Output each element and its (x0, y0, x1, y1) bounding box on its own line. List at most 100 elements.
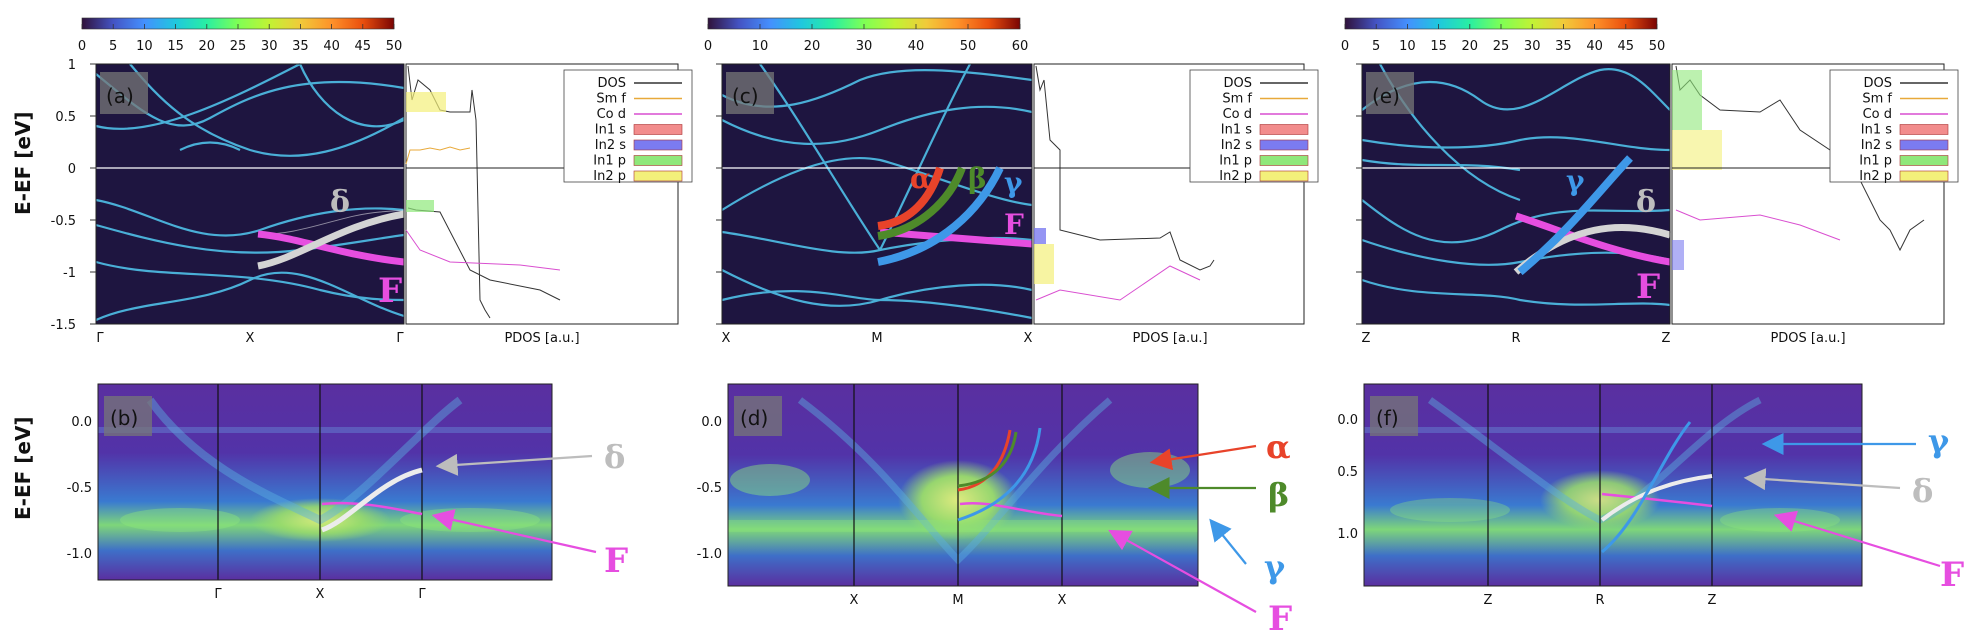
svg-text:X: X (1058, 593, 1067, 608)
gamma-label-d: γ (1264, 548, 1286, 586)
legend-entry: In2 p (1859, 169, 1892, 184)
svg-text:(a): (a) (106, 84, 134, 108)
svg-text:R: R (1595, 593, 1604, 608)
panel-b-ticks: 0.0 -0.5 -1.0 Γ X Γ (67, 415, 427, 602)
legend-entry: In2 s (1861, 138, 1892, 153)
colorbar-tick-label: 15 (1430, 39, 1447, 54)
gamma-label-e: γ (1566, 164, 1585, 197)
delta-label-b: δ (604, 438, 625, 476)
svg-text:(f): (f) (1376, 406, 1399, 430)
legend-swatch (1899, 139, 1949, 151)
band-alpha-c (877, 166, 944, 230)
legend-entry: DOS (598, 76, 627, 91)
colorbar-tick-label: 35 (292, 39, 309, 54)
legend-entry: Co d (1863, 107, 1892, 122)
gamma-label-c: γ (1004, 166, 1023, 199)
legend-swatch (1259, 155, 1309, 166)
svg-text:-1.0: -1.0 (67, 547, 92, 562)
svg-text:PDOS [a.u.]: PDOS [a.u.] (1770, 331, 1845, 346)
y-tick-label: 1 (68, 58, 76, 73)
y-tick-label: 0 (68, 162, 76, 177)
y-tick-label: 0.5 (55, 110, 76, 125)
legend-swatch (1259, 124, 1309, 135)
legend-swatch (1259, 139, 1309, 151)
svg-text:PDOS [a.u.]: PDOS [a.u.] (504, 331, 579, 346)
f-label-d: F (1268, 599, 1292, 638)
colorbar-c: 0 10 20 30 40 50 60 (704, 17, 1029, 54)
panel-f-ticks: 0.0 0.5 1.0 Z R Z (1337, 413, 1716, 608)
legend-swatch (1899, 170, 1949, 182)
svg-text:1.0: 1.0 (1337, 527, 1358, 542)
svg-text:PDOS [a.u.]: PDOS [a.u.] (1132, 331, 1207, 346)
svg-text:-1.0: -1.0 (697, 547, 722, 562)
alpha-label-d: α (1266, 428, 1291, 466)
delta-label-f: δ (1912, 472, 1933, 510)
beta-label-d: β (1268, 476, 1289, 514)
svg-text:Z: Z (1484, 593, 1493, 608)
panel-e-xticks: Z R Z PDOS [a.u.] (1362, 331, 1846, 346)
legend-entry: In1 s (1861, 123, 1892, 138)
bottom-ylabel: E-EF [eV] (11, 416, 35, 520)
svg-text:(e): (e) (1372, 84, 1400, 108)
legend-entry: Co d (597, 107, 626, 122)
f-label-c: F (1004, 208, 1024, 241)
colorbar-tick-label: 10 (752, 39, 769, 54)
svg-text:X: X (246, 331, 255, 346)
svg-text:Γ: Γ (418, 587, 426, 602)
f-label-f: F (1940, 555, 1964, 595)
colorbar-tick-label: 45 (355, 39, 372, 54)
panel-c-xticks: X M X PDOS [a.u.] (722, 331, 1208, 346)
legend-entry: In2 p (593, 169, 626, 184)
legend-entry: In2 s (1221, 138, 1252, 153)
legend-entry: In2 p (1219, 169, 1252, 184)
svg-text:Γ: Γ (214, 587, 222, 602)
legend-entry: In1 p (1219, 154, 1252, 169)
colorbar-tick-label: 60 (1012, 39, 1029, 54)
svg-text:Z: Z (1662, 331, 1671, 346)
svg-text:0.0: 0.0 (1337, 413, 1358, 428)
svg-text:(b): (b) (110, 406, 138, 430)
legend-entry: DOS (1864, 76, 1893, 91)
legend-swatch (1899, 124, 1949, 135)
colorbar-tick-label: 50 (1649, 39, 1666, 54)
delta-label-a: δ (330, 185, 350, 220)
y-tick-label: -0.5 (51, 214, 76, 229)
legend-swatch (1259, 170, 1309, 182)
legend-entry: Sm f (596, 92, 626, 107)
svg-text:Γ: Γ (396, 331, 404, 346)
panel-a-xticks: Γ X Γ PDOS [a.u.] (96, 331, 579, 346)
colorbar-tick-label: 40 (1586, 39, 1603, 54)
legend-swatch (633, 155, 683, 166)
colorbar-tick-label: 30 (856, 39, 873, 54)
y-tick-label: -1.5 (51, 318, 76, 333)
colorbar-tick-label: 30 (261, 39, 278, 54)
legend-entry: In1 p (1859, 154, 1892, 169)
svg-text:R: R (1511, 331, 1520, 346)
legend-entry: In2 s (595, 138, 626, 153)
panel-d: (d) α β γ F (727, 383, 1292, 639)
legend-entry: In1 p (593, 154, 626, 169)
y-tick-label: -1 (63, 266, 76, 281)
colorbar-tick-label: 40 (323, 39, 340, 54)
svg-text:Γ: Γ (96, 331, 104, 346)
legend-swatch (1899, 155, 1949, 166)
colorbar-tick-label: 0 (704, 39, 712, 54)
svg-text:Z: Z (1362, 331, 1371, 346)
delta-label-e: δ (1636, 185, 1656, 220)
colorbar-tick-label: 25 (230, 39, 247, 54)
svg-text:M: M (871, 331, 882, 346)
colorbar-tick-label: 25 (1493, 39, 1510, 54)
svg-text:0.0: 0.0 (71, 415, 92, 430)
legend-entry: Sm f (1222, 92, 1252, 107)
colorbar-tick-label: 40 (908, 39, 925, 54)
f-label-a: F (378, 271, 402, 311)
alpha-label-c: α (910, 162, 932, 195)
colorbar-tick-label: 0 (78, 39, 86, 54)
colorbar-tick-label: 30 (1524, 39, 1541, 54)
f-label-e: F (1636, 267, 1660, 307)
colorbar-e: 0 5 10 15 20 25 30 35 40 45 50 (1341, 17, 1666, 54)
band-gamma-c (877, 166, 1004, 266)
legend-entry: In1 s (1221, 123, 1252, 138)
